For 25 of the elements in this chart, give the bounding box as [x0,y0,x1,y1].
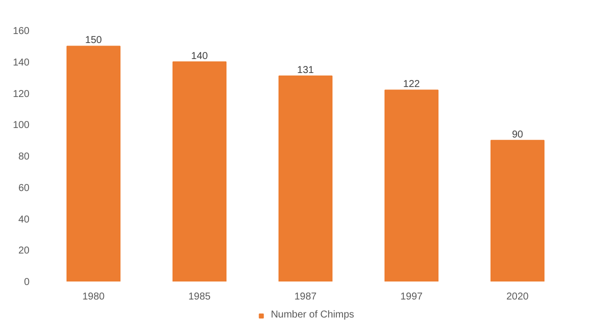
bar [278,75,332,282]
y-tick-label: 0 [24,277,30,288]
bar [172,61,226,282]
data-label: 150 [85,35,102,46]
data-label: 90 [512,129,524,140]
y-tick-label: 140 [12,57,30,68]
x-tick-label: 1985 [188,292,212,302]
y-tick-label: 100 [12,120,30,132]
y-tick-label: 20 [18,246,30,257]
x-tick-label: 1980 [82,292,106,302]
data-label: 140 [191,50,208,62]
y-tick-label: 80 [18,152,30,162]
x-tick-label: 2020 [506,292,530,302]
y-tick-label: 60 [18,182,30,194]
x-tick-label: 1987 [294,292,318,302]
y-tick-label: 40 [18,214,30,226]
data-label: 122 [403,79,420,90]
bar [490,140,544,282]
legend-label: Number of Chimps [270,310,354,320]
y-tick-label: 160 [12,26,30,37]
bar [384,90,438,282]
data-label: 131 [297,64,314,76]
bar [66,46,120,282]
x-tick-label: 1997 [400,292,424,302]
y-tick-label: 120 [12,88,30,100]
